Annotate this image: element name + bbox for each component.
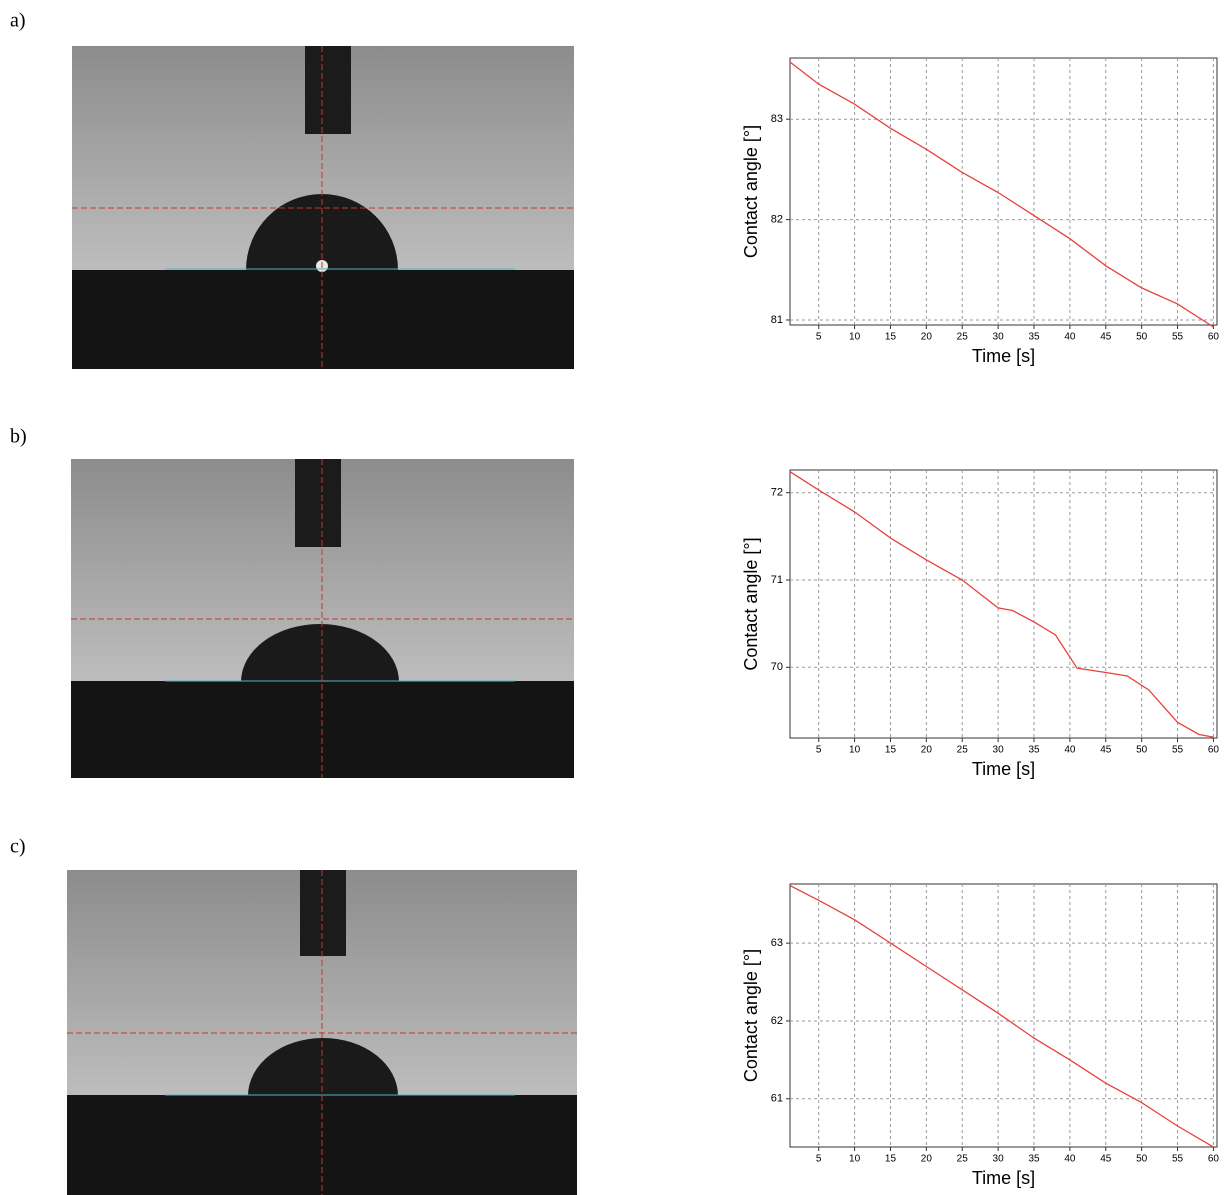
x-tick-label: 45 xyxy=(1100,332,1112,343)
x-tick-label: 40 xyxy=(1064,332,1076,343)
x-tick-label: 55 xyxy=(1172,1154,1184,1165)
x-tick-label: 50 xyxy=(1136,745,1148,756)
plot-area xyxy=(789,469,1218,739)
y-axis-label: Contact angle [°] xyxy=(741,949,761,1082)
x-tick-label: 25 xyxy=(957,332,969,343)
droplet-photo xyxy=(67,870,577,1195)
x-tick-label: 45 xyxy=(1100,745,1112,756)
x-tick-label: 25 xyxy=(957,745,969,756)
x-tick-label: 60 xyxy=(1208,332,1220,343)
x-tick-label: 15 xyxy=(885,745,897,756)
droplet-photo xyxy=(71,459,574,778)
x-tick-label: 35 xyxy=(1028,1154,1040,1165)
y-axis-label: Contact angle [°] xyxy=(741,125,761,258)
x-tick-label: 60 xyxy=(1208,745,1220,756)
x-tick-label: 55 xyxy=(1172,745,1184,756)
x-tick-label: 10 xyxy=(849,1154,861,1165)
panel-label: a) xyxy=(10,10,26,32)
y-tick-label: 72 xyxy=(771,487,783,499)
x-tick-label: 25 xyxy=(957,1154,969,1165)
x-tick-label: 45 xyxy=(1100,1154,1112,1165)
x-tick-label: 15 xyxy=(885,1154,897,1165)
plot-area xyxy=(789,57,1218,326)
x-tick-label: 35 xyxy=(1028,332,1040,343)
x-tick-label: 30 xyxy=(993,1154,1005,1165)
x-tick-label: 30 xyxy=(993,745,1005,756)
x-tick-label: 55 xyxy=(1172,332,1184,343)
x-axis-label: Time [s] xyxy=(972,1168,1035,1188)
x-tick-label: 20 xyxy=(921,332,933,343)
y-tick-label: 71 xyxy=(771,574,783,586)
x-tick-label: 40 xyxy=(1064,1154,1076,1165)
x-tick-label: 5 xyxy=(816,1154,822,1165)
y-tick-label: 62 xyxy=(771,1015,783,1027)
x-tick-label: 5 xyxy=(816,332,822,343)
y-tick-label: 61 xyxy=(771,1093,783,1105)
x-axis-label: Time [s] xyxy=(972,759,1035,779)
x-tick-label: 60 xyxy=(1208,1154,1220,1165)
y-tick-label: 63 xyxy=(771,937,783,949)
data-line xyxy=(789,471,1214,738)
y-tick-label: 83 xyxy=(771,113,783,125)
plot-area xyxy=(789,883,1218,1148)
x-tick-label: 20 xyxy=(921,745,933,756)
y-tick-label: 70 xyxy=(771,661,783,673)
x-tick-label: 40 xyxy=(1064,745,1076,756)
data-line xyxy=(789,885,1214,1148)
panel-label: c) xyxy=(10,836,26,858)
x-tick-label: 20 xyxy=(921,1154,933,1165)
x-tick-label: 15 xyxy=(885,332,897,343)
x-tick-label: 10 xyxy=(849,745,861,756)
x-axis-label: Time [s] xyxy=(972,346,1035,366)
x-tick-label: 10 xyxy=(849,332,861,343)
x-tick-label: 5 xyxy=(816,745,822,756)
x-tick-label: 50 xyxy=(1136,332,1148,343)
x-tick-label: 35 xyxy=(1028,745,1040,756)
y-tick-label: 82 xyxy=(771,214,783,226)
panel-label: b) xyxy=(10,426,27,448)
x-tick-label: 50 xyxy=(1136,1154,1148,1165)
data-line xyxy=(789,61,1214,328)
droplet-photo xyxy=(72,46,574,369)
y-axis-label: Contact angle [°] xyxy=(741,537,761,670)
y-tick-label: 81 xyxy=(771,314,783,326)
x-tick-label: 30 xyxy=(993,332,1005,343)
